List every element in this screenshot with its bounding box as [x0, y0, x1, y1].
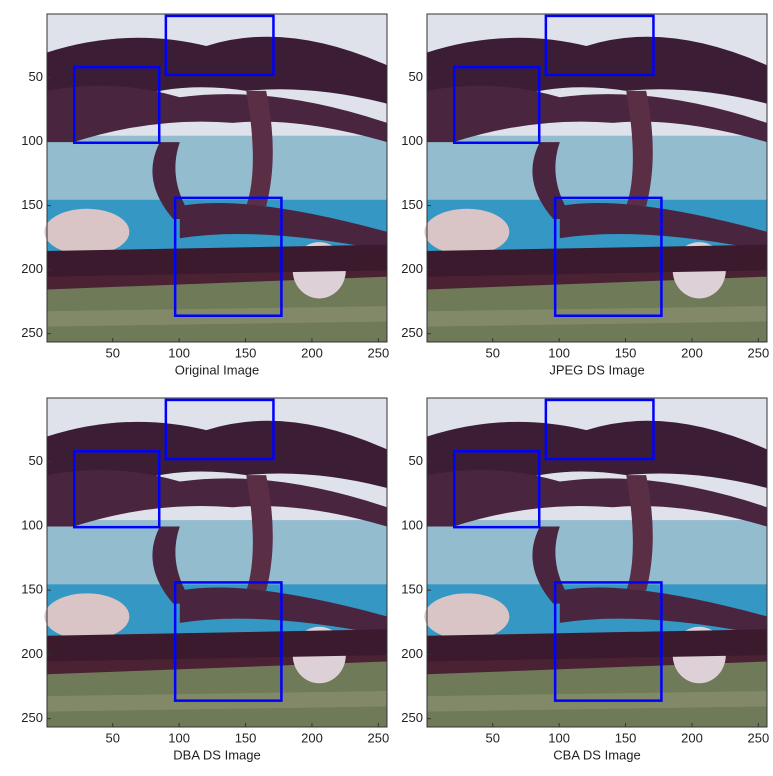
y-tick-label: 150	[401, 197, 423, 212]
y-tick-label: 150	[21, 197, 43, 212]
x-axis-label: CBA DS Image	[553, 747, 640, 762]
x-axis-label: JPEG DS Image	[549, 362, 644, 377]
x-tick-label: 100	[168, 345, 190, 360]
subplot: 50 100 150 200 250 50 100 150 200 250 CBA DS Image	[401, 398, 769, 762]
x-tick-label: 150	[235, 730, 257, 745]
x-tick-label: 100	[548, 345, 570, 360]
y-tick-label: 200	[21, 646, 43, 661]
y-tick-label: 100	[401, 133, 423, 148]
subplot: 50 100 150 200 250 50 100 150 200 250 JPEG DS Imag…	[401, 14, 769, 377]
y-tick-label: 250	[21, 325, 43, 340]
y-tick-label: 200	[401, 646, 423, 661]
figure: 50 100 150 200 250 50 100 150 200 250 Original Ima…	[0, 0, 773, 776]
y-tick-label: 100	[21, 517, 43, 532]
x-tick-label: 250	[368, 345, 390, 360]
x-tick-label: 250	[748, 730, 770, 745]
subplot: 50 100 150 200 250 50 100 150 200 250 DBA DS Image	[21, 398, 389, 762]
y-tick-label: 50	[29, 453, 43, 468]
x-axis-label: DBA DS Image	[173, 747, 260, 762]
y-tick-label: 100	[401, 517, 423, 532]
x-tick-label: 50	[486, 730, 500, 745]
x-tick-label: 150	[615, 730, 637, 745]
x-tick-label: 250	[368, 730, 390, 745]
image	[44, 398, 387, 727]
page: 50 100 150 200 250 50 100 150 200 250 Original Ima…	[0, 0, 773, 776]
x-tick-label: 50	[106, 345, 120, 360]
subplot: 50 100 150 200 250 50 100 150 200 250 Original Ima…	[21, 14, 389, 377]
image	[44, 14, 387, 342]
y-tick-label: 250	[401, 710, 423, 725]
x-tick-label: 250	[748, 345, 770, 360]
y-tick-label: 250	[21, 710, 43, 725]
image	[424, 14, 767, 342]
x-tick-label: 50	[486, 345, 500, 360]
x-tick-label: 100	[168, 730, 190, 745]
x-tick-label: 200	[681, 345, 703, 360]
x-tick-label: 50	[106, 730, 120, 745]
x-tick-label: 150	[235, 345, 257, 360]
y-tick-label: 250	[401, 325, 423, 340]
y-tick-label: 200	[21, 261, 43, 276]
y-tick-label: 150	[21, 582, 43, 597]
y-tick-label: 150	[401, 582, 423, 597]
x-tick-label: 100	[548, 730, 570, 745]
x-tick-label: 200	[681, 730, 703, 745]
x-axis-label: Original Image	[175, 362, 260, 377]
x-tick-label: 200	[301, 345, 323, 360]
y-tick-label: 200	[401, 261, 423, 276]
y-tick-label: 100	[21, 133, 43, 148]
x-tick-label: 150	[615, 345, 637, 360]
image	[424, 398, 767, 727]
y-tick-label: 50	[409, 453, 423, 468]
x-tick-label: 200	[301, 730, 323, 745]
y-tick-label: 50	[29, 69, 43, 84]
y-tick-label: 50	[409, 69, 423, 84]
